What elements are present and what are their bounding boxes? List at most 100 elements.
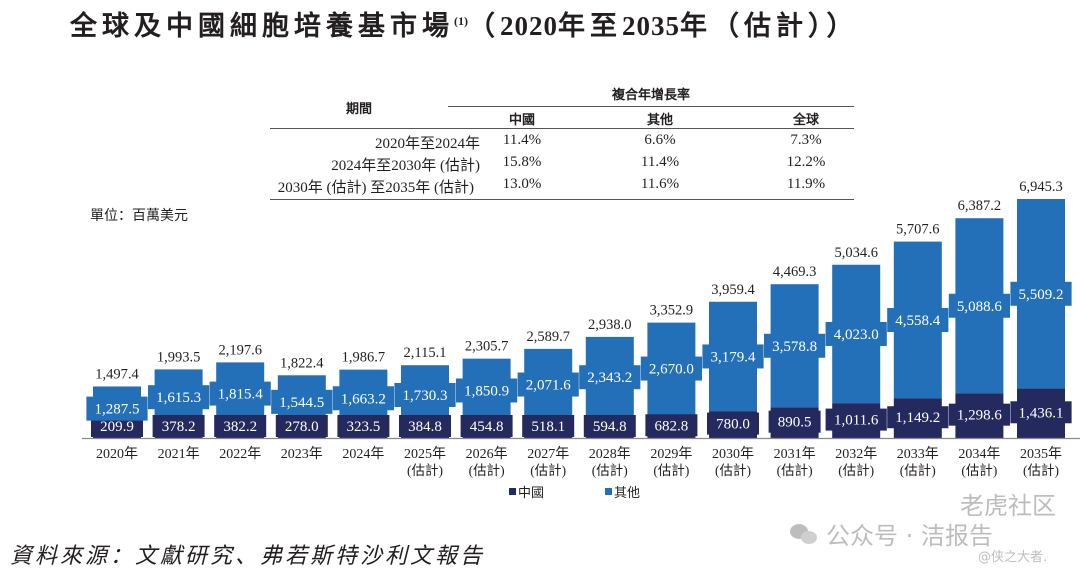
x-tick-sublabel: (估計) — [900, 463, 936, 478]
cagr-value-china: 11.4% — [502, 132, 542, 148]
bar-china-label-bg — [152, 415, 205, 437]
x-tick-sublabel: (估計) — [653, 463, 689, 478]
bar-china-label-bg — [214, 415, 267, 437]
bar-china-label-bg — [460, 415, 513, 437]
bar-china-label-bg — [1010, 401, 1072, 424]
cagr-bottom-rule — [270, 199, 854, 200]
legend-label-china: 中國 — [518, 486, 545, 501]
cagr-period-header: 期間 — [345, 102, 372, 117]
legend-swatch-other — [605, 488, 612, 495]
bar-total-label: 2,115.1 — [404, 345, 447, 361]
bar-other-label-bg — [209, 381, 271, 406]
bar-other-label: 5,088.6 — [957, 299, 1003, 315]
cagr-period: 2020年至2024年 — [374, 136, 480, 152]
cagr-value-china: 13.0% — [502, 176, 542, 192]
watermark-wechat: 公众号 · 洁报告 — [790, 516, 993, 551]
watermark-handle: @侠之大者. — [978, 550, 1048, 565]
x-tick-label: 2034年 — [958, 446, 1000, 462]
x-tick-label: 2023年 — [281, 446, 323, 462]
watermark-text: 公众号 · 洁报告 — [826, 522, 993, 550]
bar-other-label: 5,509.2 — [1019, 287, 1064, 303]
bar-other-label-bg — [640, 356, 702, 381]
bar-other-label: 1,815.4 — [218, 387, 264, 403]
bar-other-label: 1,850.9 — [464, 384, 509, 400]
bar-china-label: 1,436.1 — [1019, 405, 1064, 421]
chart-title: 全球及中國細胞培養基市場(1)（2020年至2035年（估計）） — [70, 4, 859, 43]
bar-china-label: 890.5 — [778, 415, 812, 431]
x-tick-label: 2021年 — [158, 446, 200, 462]
bar-other-label-bg — [517, 372, 579, 397]
bar-china-label-bg — [768, 410, 821, 433]
watermark-community: 老虎社区 — [960, 492, 1056, 520]
bar-total-label: 3,959.4 — [711, 282, 755, 298]
x-tick-label: 2020年 — [96, 446, 138, 462]
title-paren: （ — [468, 11, 500, 42]
cagr-group-rule — [448, 106, 854, 107]
bar-china-label: 1,149.2 — [895, 410, 940, 426]
cagr-value-other: 11.6% — [640, 176, 680, 192]
bar-total-label: 1,986.7 — [342, 350, 386, 366]
x-tick-sublabel: (估計) — [838, 463, 874, 478]
bar-other-label: 1,287.5 — [95, 402, 140, 418]
bar-china-label: 1,011.6 — [834, 413, 879, 429]
bar-china-label-bg — [645, 414, 698, 437]
bar-china-label-bg — [825, 408, 887, 431]
cagr-value-global: 11.9% — [786, 176, 826, 192]
x-tick-sublabel: (估計) — [469, 463, 505, 478]
wechat-icon — [790, 522, 820, 546]
bar-total-label: 1,993.5 — [157, 349, 201, 365]
bar-total-label: 4,469.3 — [773, 264, 817, 280]
bar-china-label: 382.2 — [223, 419, 257, 435]
x-tick-label: 2026年 — [466, 446, 508, 462]
title-tail: 年（估計）） — [680, 11, 859, 42]
bar-china-label: 278.0 — [285, 419, 319, 435]
cagr-value-other: 6.6% — [644, 132, 676, 148]
bar-other-label: 2,071.6 — [526, 378, 572, 394]
bar-total-label: 5,034.6 — [834, 245, 878, 261]
bar-total-label: 1,822.4 — [280, 355, 324, 371]
bar-total-label: 6,945.3 — [1019, 179, 1063, 195]
title-main: 全球及中國細胞培養基市場 — [70, 11, 454, 42]
cagr-period: 2030年 (估計) 至2035年 (估計) — [277, 180, 474, 196]
legend-item-other: 其他 — [605, 482, 640, 501]
title-year-start: 2020 — [500, 11, 558, 41]
bar-other-label: 3,179.4 — [711, 349, 757, 365]
bar-other-label-bg — [948, 293, 1010, 318]
legend-label-other: 其他 — [614, 486, 641, 501]
x-tick-sublabel: (估計) — [407, 463, 443, 478]
bar-other-label-bg — [148, 385, 210, 410]
x-tick-label: 2027年 — [527, 446, 569, 462]
bar-china-label: 384.8 — [408, 419, 442, 435]
x-tick-sublabel: (估計) — [715, 463, 751, 478]
bar-total-label: 2,305.7 — [465, 339, 509, 355]
x-tick-label: 2025年 — [404, 446, 446, 462]
bar-china-label-bg — [583, 415, 636, 437]
legend-item-china: 中國 — [509, 482, 544, 501]
unit-label: 單位：百萬美元 — [90, 208, 188, 224]
x-tick-sublabel: (估計) — [530, 463, 566, 478]
cagr-value-global: 7.3% — [790, 132, 822, 148]
bar-other-label-bg — [86, 396, 148, 421]
legend-swatch-china — [509, 488, 516, 495]
title-footnote: (1) — [454, 14, 468, 28]
bar-china-label: 594.8 — [593, 419, 627, 435]
bar-other-label-bg — [456, 378, 518, 403]
bar-total-label: 2,197.6 — [218, 342, 262, 358]
cagr-group-header: 複合年增長率 — [611, 88, 690, 103]
x-tick-label: 2029年 — [650, 446, 692, 462]
cagr-col-header-other: 其他 — [646, 113, 673, 128]
bar-china-label-bg — [887, 406, 949, 429]
bar-other-label: 2,343.2 — [587, 370, 632, 386]
bar-china-label-bg — [275, 415, 328, 437]
bar-total-label: 5,707.6 — [896, 222, 940, 238]
bar-other-label: 3,578.8 — [772, 339, 817, 355]
bar-total-label: 2,589.7 — [526, 329, 570, 345]
title-year-end: 2035 — [622, 11, 680, 41]
source-note: 資料來源：文獻研究、弗若斯特沙利文報告 — [10, 544, 486, 569]
x-tick-sublabel: (估計) — [1023, 463, 1059, 478]
x-tick-label: 2032年 — [835, 446, 877, 462]
x-tick-label: 2035年 — [1020, 446, 1062, 462]
bar-other-label-bg — [332, 386, 394, 411]
bar-china-label: 209.9 — [100, 419, 134, 435]
